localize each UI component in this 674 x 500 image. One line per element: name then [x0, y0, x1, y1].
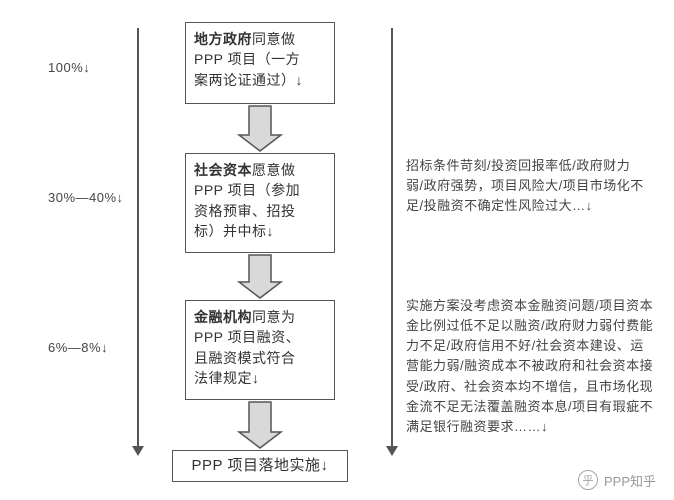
- box-text: PPP 项目（一方: [194, 49, 326, 69]
- box-text: 法律规定↓: [194, 368, 326, 388]
- box-text: 愿意做: [252, 162, 296, 178]
- box-bold: 社会资本: [194, 162, 252, 178]
- annotation-2: 实施方案没考虑资本金融资问题/项目资本金比例过低不足以融资/政府财力弱付费能力不…: [406, 296, 656, 437]
- percent-label-1: 100%↓: [48, 60, 90, 75]
- arrow-down-icon: [386, 446, 398, 456]
- vertical-guide: [137, 28, 139, 448]
- arrow-down-icon: [132, 446, 144, 456]
- box-text: 资格预审、招投: [194, 201, 326, 221]
- flow-box-4: PPP 项目落地实施↓: [172, 450, 348, 482]
- flow-arrow-1: [235, 104, 285, 153]
- box-text: 标）并中标↓: [194, 221, 326, 241]
- flow-arrow-3: [235, 400, 285, 450]
- flow-box-2: 社会资本愿意做 PPP 项目（参加资格预审、招投标）并中标↓: [185, 153, 335, 253]
- annotation-1: 招标条件苛刻/投资回报率低/政府财力弱/政府强势，项目风险大/项目市场化不足/投…: [406, 156, 646, 216]
- box-text: PPP 项目（参加: [194, 180, 326, 200]
- box-text: 且融资模式符合: [194, 348, 326, 368]
- box-bold: 地方政府: [194, 31, 252, 47]
- watermark: 乎 PPP知乎: [578, 470, 656, 490]
- flow-box-3: 金融机构同意为 PPP 项目融资、且融资模式符合法律规定↓: [185, 300, 335, 400]
- vertical-guide: [391, 28, 393, 448]
- box-text: 同意做: [252, 31, 296, 47]
- percent-label-2: 30%—40%↓: [48, 190, 124, 205]
- box-text: 案两论证通过）↓: [194, 70, 326, 90]
- box-text: 同意为: [252, 309, 296, 325]
- percent-label-3: 6%—8%↓: [48, 340, 108, 355]
- box-bold: 金融机构: [194, 309, 252, 325]
- watermark-label: PPP知乎: [604, 471, 656, 490]
- box-text: PPP 项目融资、: [194, 327, 326, 347]
- flow-box-1: 地方政府同意做 PPP 项目（一方案两论证通过）↓: [185, 22, 335, 104]
- flow-arrow-2: [235, 253, 285, 300]
- box-text: PPP 项目落地实施↓: [192, 455, 329, 477]
- watermark-icon: 乎: [578, 470, 598, 490]
